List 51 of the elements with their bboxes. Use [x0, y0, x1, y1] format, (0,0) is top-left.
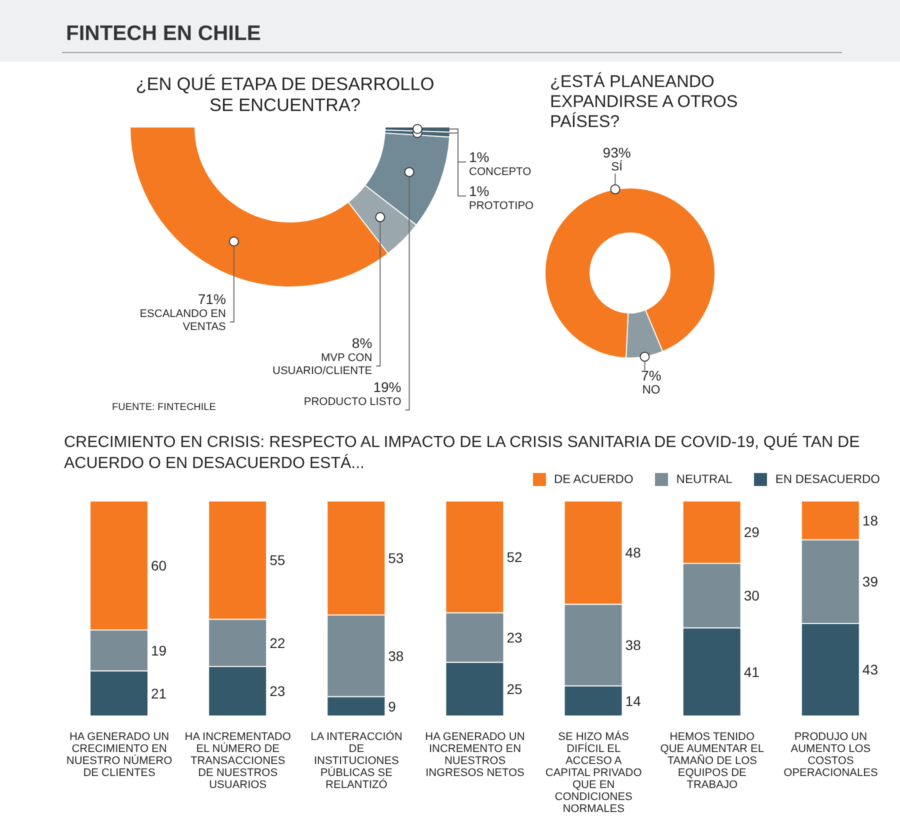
- data-label: 22: [270, 634, 286, 651]
- data-label: 52: [506, 548, 522, 565]
- data-label: 29: [744, 524, 760, 540]
- data-label: 1%: [469, 149, 490, 165]
- data-label: 8%: [352, 335, 372, 351]
- x-tick-label: HA GENERADO UN INCREMENTO EN NUESTROS INGRESOS NETOS: [425, 731, 525, 779]
- data-label: 1%: [469, 183, 490, 199]
- data-label: 23: [270, 683, 286, 700]
- data-label: 71%: [198, 291, 226, 307]
- x-tick-label: HA GENERADO UN CRECIMIENTO EN NUESTRO NÚMERO DE CLIENTES: [66, 731, 173, 779]
- x-tick-label: HA INCREMENTADO EL NÚMERO DE TRANSACCIONES DE NUESTROS USUARIOS: [184, 731, 292, 791]
- slice-label: CONCEPTO: [469, 166, 532, 178]
- data-label: 23: [506, 629, 522, 646]
- data-label: 53: [388, 550, 404, 566]
- slice-label: SÍ: [611, 160, 624, 174]
- x-tick-label: SE HIZO MÁS DIFÍCIL EL ACCESO A CAPITAL PRIVADO QUE EN CONDICIONES NORMALES: [545, 730, 642, 815]
- data-label: 25: [506, 681, 522, 698]
- source-note: FUENTE: FINTECHILE: [112, 402, 216, 413]
- chart-subtitle: ¿EN QUÉ ETAPA DE DESARROLLO SE ENCUENTRA?: [134, 74, 436, 116]
- data-label: 43: [862, 662, 878, 678]
- slice-label: ESCALANDO EN VENTAS: [140, 308, 226, 333]
- slice-label: PROTOTIPO: [469, 200, 534, 212]
- data-label: 7%: [641, 367, 662, 384]
- slice-label: NO: [642, 382, 660, 396]
- data-label: 55: [270, 552, 286, 568]
- data-label: 41: [744, 664, 760, 680]
- data-label: 14: [625, 692, 642, 709]
- data-label: 48: [625, 544, 642, 561]
- data-label: 21: [151, 685, 167, 702]
- data-label: 9: [388, 698, 396, 714]
- data-label: 60: [151, 557, 167, 574]
- legend-label: NEUTRAL: [676, 472, 732, 486]
- data-label: 19%: [373, 379, 402, 395]
- chart-title: FINTECH EN CHILE: [66, 22, 261, 46]
- x-tick-label: PRODUJO UN AUMENTO LOS COSTOS OPERACIONALES: [784, 731, 878, 779]
- data-label: 38: [625, 637, 642, 654]
- data-label: 30: [744, 588, 760, 604]
- x-tick-label: HEMOS TENIDO QUE AUMENTAR EL TAMAÑO DE LOS EQUIPOS DE TRABAJO: [660, 731, 764, 791]
- data-label: 18: [862, 512, 878, 528]
- chart-title: ¿ESTÁ PLANEANDO EXPANDIRSE A OTROS PAÍSES?: [550, 72, 739, 132]
- data-label: 38: [388, 648, 404, 664]
- legend-label: DE ACUERDO: [554, 472, 634, 486]
- slice-label: PRODUCTO LISTO: [304, 396, 402, 408]
- x-tick-label: LA INTERACCIÓN DE INSTITUCIONES PÚBLICAS SE RELANTIZÓ: [310, 730, 402, 791]
- donut-slice: [544, 188, 716, 358]
- data-label: 19: [151, 642, 167, 658]
- legend-label: EN DESACUERDO: [775, 472, 880, 486]
- data-label: 93%: [602, 144, 631, 161]
- chart-title: CRECIMIENTO EN CRISIS: RESPECTO AL IMPACTO DE LA CRISIS SANITARIA DE COVID-19, QUÉ TAN DE ACUERDO O EN DESACUERDO ESTÁ...: [64, 434, 860, 472]
- data-label: 39: [862, 574, 878, 590]
- slice-label: MVP CON USUARIO/CLIENTE: [272, 352, 372, 377]
